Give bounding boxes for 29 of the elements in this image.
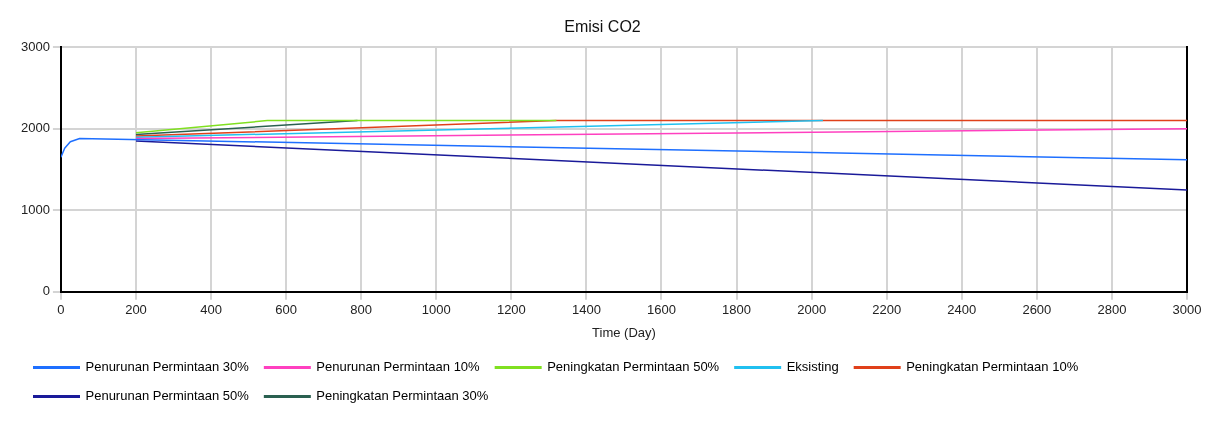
x-tick-label: 2200 <box>872 302 902 318</box>
legend-label: Peningkatan Permintaan 30% <box>316 388 489 404</box>
legend-label: Penurunan Permintaan 50% <box>85 388 250 404</box>
x-tick-label: 1600 <box>647 302 676 318</box>
y-tick-label: 1000 <box>21 201 50 217</box>
x-tick-label: 200 <box>125 302 147 318</box>
y-tick-label: 0 <box>42 283 50 299</box>
x-tick-label: 0 <box>57 302 65 318</box>
x-tick-label: 2400 <box>947 302 977 318</box>
x-tick-label: 1200 <box>496 302 526 318</box>
x-tick-label: 2800 <box>1097 302 1127 318</box>
x-tick-label: 1000 <box>421 302 451 318</box>
y-tick-label: 2000 <box>21 120 50 136</box>
x-tick-label: 800 <box>350 302 373 318</box>
y-tick-label: 3000 <box>21 38 50 54</box>
x-tick-label: 1400 <box>571 302 601 318</box>
legend-label: Penurunan Permintaan 10% <box>316 359 481 375</box>
x-tick-label: 600 <box>275 302 297 318</box>
legend-label: Penurunan Permintaan 30% <box>85 359 250 375</box>
legend-label: Peningkatan Permintaan 10% <box>906 359 1079 375</box>
x-tick-label: 3000 <box>1172 302 1202 318</box>
x-tick-label: 400 <box>200 302 222 318</box>
x-tick-label: 2000 <box>797 302 827 318</box>
x-axis-title: Time (Day) <box>592 324 656 340</box>
legend-label: Eksisting <box>786 359 839 375</box>
chart-title: Emisi CO2 <box>564 18 641 36</box>
x-tick-label: 1800 <box>722 302 752 318</box>
x-tick-label: 2600 <box>1022 302 1052 318</box>
legend-label: Peningkatan Permintaan 50% <box>547 359 720 375</box>
